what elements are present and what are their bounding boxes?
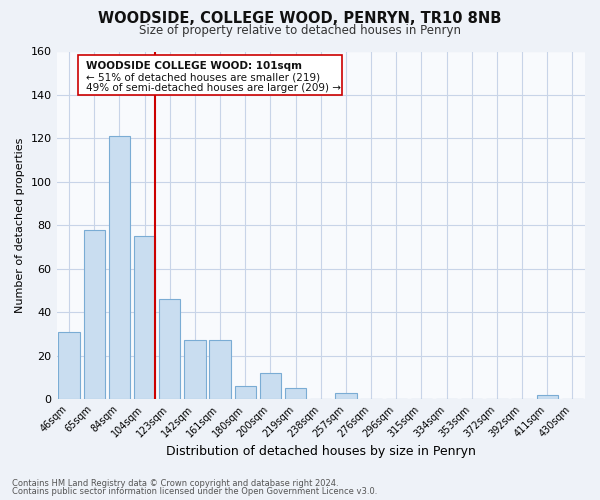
X-axis label: Distribution of detached houses by size in Penryn: Distribution of detached houses by size …: [166, 444, 476, 458]
Bar: [58, 332, 80, 399]
Text: ← 51% of detached houses are smaller (219): ← 51% of detached houses are smaller (21…: [86, 72, 320, 83]
Bar: [209, 340, 231, 399]
Y-axis label: Number of detached properties: Number of detached properties: [15, 138, 25, 313]
Bar: [159, 299, 181, 399]
Bar: [335, 392, 356, 399]
Text: Contains public sector information licensed under the Open Government Licence v3: Contains public sector information licen…: [12, 487, 377, 496]
Text: Contains HM Land Registry data © Crown copyright and database right 2024.: Contains HM Land Registry data © Crown c…: [12, 478, 338, 488]
Bar: [184, 340, 206, 399]
Text: WOODSIDE, COLLEGE WOOD, PENRYN, TR10 8NB: WOODSIDE, COLLEGE WOOD, PENRYN, TR10 8NB: [98, 11, 502, 26]
Text: WOODSIDE COLLEGE WOOD: 101sqm: WOODSIDE COLLEGE WOOD: 101sqm: [86, 61, 302, 71]
Bar: [536, 394, 558, 399]
Bar: [260, 373, 281, 399]
Bar: [235, 386, 256, 399]
Text: 49% of semi-detached houses are larger (209) →: 49% of semi-detached houses are larger (…: [86, 84, 341, 94]
Bar: [285, 388, 307, 399]
Bar: [109, 136, 130, 399]
Bar: [83, 230, 105, 399]
FancyBboxPatch shape: [77, 55, 342, 95]
Text: Size of property relative to detached houses in Penryn: Size of property relative to detached ho…: [139, 24, 461, 37]
Bar: [134, 236, 155, 399]
